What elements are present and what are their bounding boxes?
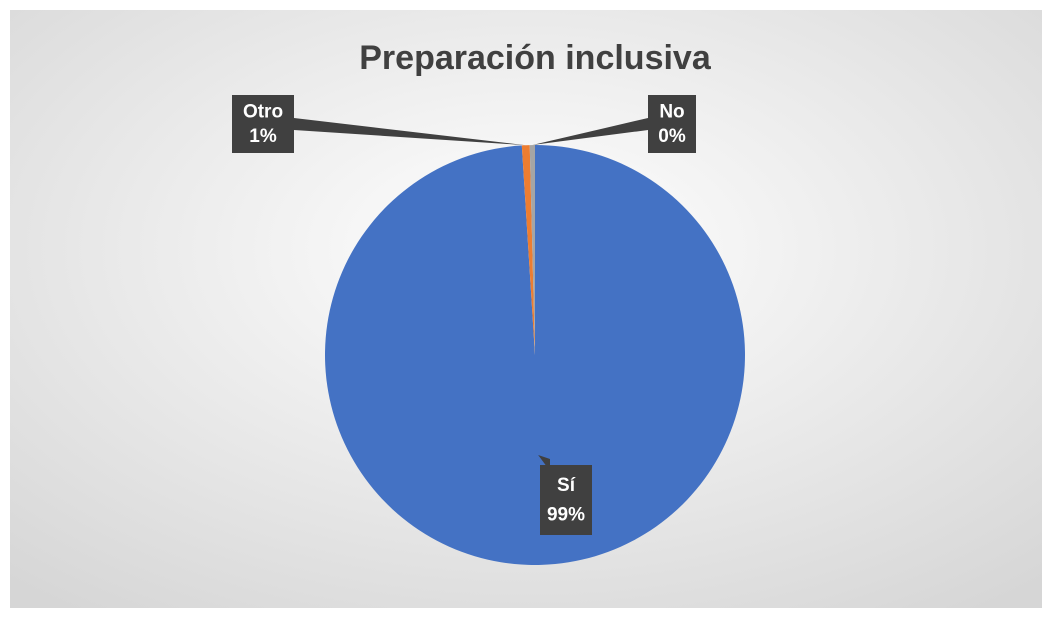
label-box [540,465,592,535]
pie-slice [324,145,745,565]
pie-slice [529,145,535,355]
category-label: No [659,101,684,122]
value-label: 99% [547,504,585,525]
pie-slice [521,145,535,355]
chart-title: Preparación inclusiva [359,39,712,77]
label-box [648,95,696,153]
value-label: 1% [249,126,277,147]
label-box [232,95,294,153]
leader-line [532,118,648,146]
value-label: 0% [658,126,686,147]
category-label: Otro [243,101,283,122]
leader-line [294,118,526,146]
category-label: Sí [557,475,576,496]
